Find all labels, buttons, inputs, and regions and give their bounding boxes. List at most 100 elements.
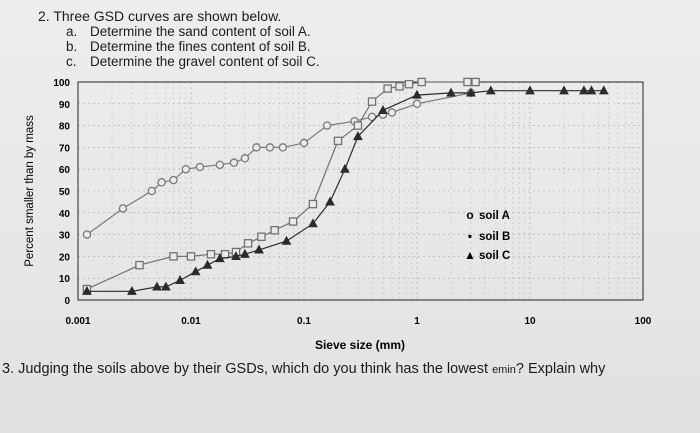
data-point: [485, 85, 496, 95]
data-point: [281, 235, 292, 245]
data-point: [206, 249, 216, 259]
data-point: [559, 85, 569, 95]
data-point: [161, 281, 171, 291]
y-tick-label: 10: [59, 274, 71, 285]
data-point: [82, 285, 92, 295]
data-point: [229, 158, 239, 167]
data-point: [147, 186, 157, 196]
data-point: [367, 97, 377, 106]
plot-frame: [77, 81, 644, 301]
data-point: [586, 85, 597, 95]
data-point: [525, 85, 535, 95]
data-point: [333, 136, 343, 146]
data-point: [579, 85, 589, 95]
y-tick-label: 60: [59, 165, 71, 176]
series-soil-c: [82, 85, 609, 295]
y-tick-label: 40: [59, 209, 71, 220]
data-point: [181, 164, 191, 174]
y-tick-label: 100: [53, 78, 70, 89]
series-soil-b: [82, 77, 480, 294]
data-point: [387, 108, 397, 117]
data-point: [214, 253, 225, 263]
data-point: [308, 199, 318, 209]
question-2a-text: Determine the sand content of soil A.: [90, 24, 311, 39]
data-point: [82, 230, 92, 239]
data-point: [118, 204, 128, 213]
question-2b: b. Determine the fines content of soil B…: [66, 39, 320, 54]
x-tick-label: 10: [524, 316, 536, 327]
y-tick-label: 80: [59, 122, 71, 133]
data-point: [325, 196, 335, 206]
question-2c-text: Determine the gravel content of soil C.: [90, 54, 320, 69]
legend-label: soil B: [479, 231, 510, 243]
chart-series: [82, 77, 609, 295]
legend-marker: o: [466, 208, 473, 222]
data-point: [378, 105, 388, 114]
data-point: [231, 251, 241, 261]
data-point: [152, 281, 162, 291]
legend-marker: ▪: [468, 229, 472, 243]
x-tick-label: 0.1: [297, 316, 311, 327]
data-point: [127, 285, 137, 295]
question-2-title: 2. Three GSD curves are shown below.: [38, 8, 282, 24]
data-point: [254, 244, 264, 254]
data-point: [157, 178, 166, 187]
data-point: [169, 175, 178, 185]
question-3-suffix: ? Explain why: [515, 361, 606, 377]
data-point: [471, 77, 480, 87]
data-point: [466, 87, 476, 97]
question-2a: a. Determine the sand content of soil A.: [66, 24, 320, 39]
data-point: [353, 121, 363, 130]
gsd-chart: 0 10 20 30 40 50 60 70 80 90 100 0.001 0.01 0.1 1 10 100…: [24, 77, 652, 352]
data-point: [383, 84, 392, 93]
data-point: [299, 138, 309, 148]
data-point: [278, 143, 288, 152]
data-point: [195, 162, 205, 172]
question-2c: c. Determine the gravel content of soil …: [66, 54, 320, 69]
data-point: [395, 82, 404, 91]
data-point: [215, 160, 225, 170]
data-point: [270, 225, 279, 235]
data-point: [322, 121, 332, 130]
data-point: [288, 217, 298, 226]
question-2b-letter: b.: [66, 39, 78, 54]
question-2-items: a. Determine the sand content of soil A.…: [66, 24, 320, 69]
chart-axis-labels: 0 10 20 30 40 50 60 70 80 90 100 0.001 0.01 0.1 1 10 100: [53, 78, 651, 327]
y-tick-label: 20: [59, 252, 71, 263]
question-2b-text: Determine the fines content of soil B.: [90, 39, 311, 54]
x-axis-label: Sieve size (mm): [315, 338, 405, 352]
data-point: [202, 259, 213, 269]
data-point: [240, 248, 250, 258]
y-tick-label: 70: [59, 143, 71, 154]
question-3: 3. Judging the soils above by their GSDs…: [2, 361, 605, 377]
data-point: [598, 85, 609, 95]
question-2a-letter: a.: [66, 24, 78, 39]
data-point: [340, 163, 350, 173]
chart-grid: [78, 82, 643, 300]
question-3-emin: emin: [492, 364, 516, 376]
data-point: [308, 218, 318, 228]
data-point: [186, 252, 196, 261]
data-point: [240, 154, 250, 163]
data-point: [412, 99, 422, 109]
data-point: [220, 249, 230, 259]
chart-legend: o soil A ▪ soil B▲ soil C: [464, 208, 510, 262]
data-point: [265, 143, 275, 152]
data-point: [367, 112, 377, 122]
x-tick-label: 0.01: [181, 316, 201, 327]
data-point: [417, 77, 426, 87]
series-line: [86, 90, 604, 292]
question-2c-letter: c.: [66, 54, 77, 69]
data-point: [412, 89, 422, 99]
y-tick-label: 50: [59, 187, 71, 198]
legend-label: soil C: [479, 250, 510, 262]
data-point: [353, 131, 363, 141]
question-3-prefix: 3. Judging the soils above by their GSDs…: [2, 361, 493, 377]
y-tick-label: 90: [59, 100, 71, 111]
data-point: [257, 232, 266, 242]
y-tick-label: 30: [59, 231, 71, 242]
data-point: [169, 252, 178, 261]
y-tick-label: 0: [64, 296, 70, 307]
data-point: [463, 77, 472, 87]
